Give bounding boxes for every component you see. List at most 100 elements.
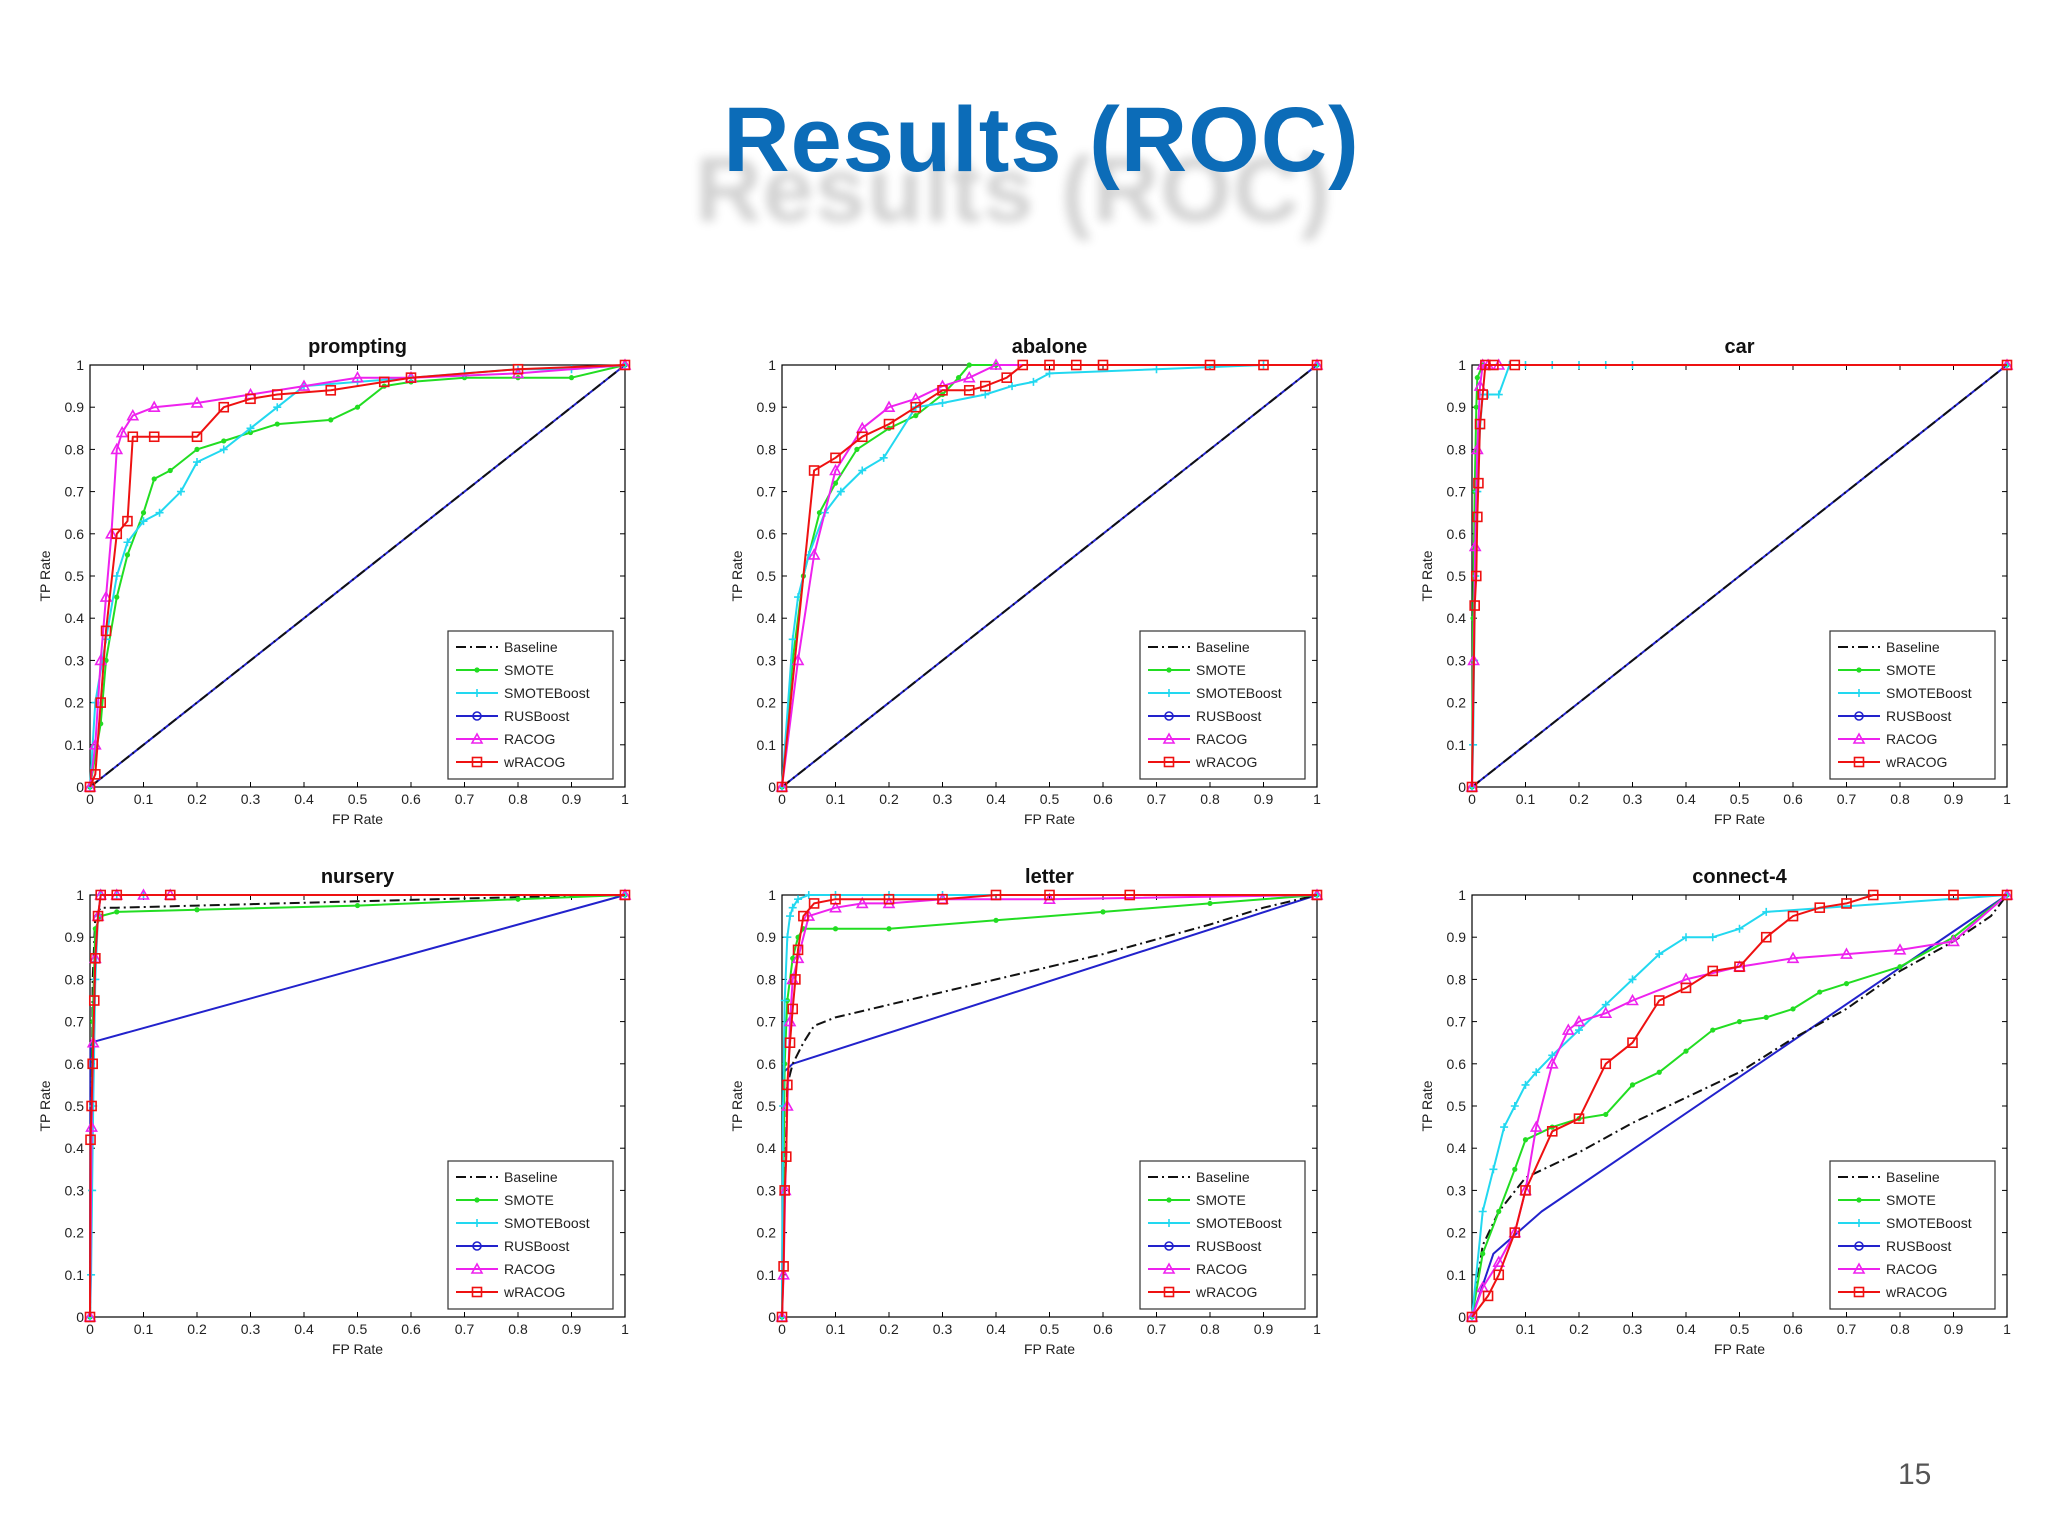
- series-baseline: [1471, 894, 2008, 1318]
- legend-marker: [1163, 1286, 1175, 1298]
- legend-marker-smoteboost: [1165, 1219, 1173, 1227]
- data-point: [512, 363, 524, 375]
- x-tick-label: 0.8: [508, 791, 528, 807]
- data-point: [88, 995, 100, 1006]
- roc-panel-abalone: abalone 0 0.1 0.2 0.3 0.4 0.5 0.6 0.7 0.8 0.9 1 0 0.1…: [712, 325, 1324, 827]
- legend-marker-smote: [1166, 667, 1172, 673]
- data-point: [151, 476, 157, 482]
- y-tick-label: 0.5: [1447, 568, 1467, 584]
- data-point: [786, 912, 795, 921]
- data-point: [273, 403, 282, 412]
- data-point: [176, 487, 185, 496]
- data-point: [1762, 907, 1771, 916]
- data-point: [829, 463, 842, 476]
- y-tick-label: 0.8: [757, 971, 777, 987]
- data-point: [218, 401, 230, 413]
- legend-entry-racog: RACOG: [504, 1261, 555, 1277]
- y-tick-label: 0.2: [757, 695, 777, 711]
- data-point: [962, 371, 976, 383]
- data-point: [105, 527, 118, 539]
- series-line-baseline: [781, 364, 1318, 788]
- data-point: [245, 393, 256, 405]
- data-point: [1207, 900, 1213, 907]
- data-point: [378, 376, 390, 388]
- chart-title: letter: [1025, 866, 1074, 888]
- data-point: [1763, 1014, 1769, 1020]
- series-line-smoteboost: [781, 894, 1317, 1318]
- data-point: [90, 953, 101, 964]
- x-tick-label: 0.4: [986, 791, 1006, 807]
- data-point: [886, 926, 892, 932]
- roc-chart-svg: connect-4 0 0.1 0.2 0.3 0.4 0.5 0.6 0.7 0.8 0.9 1 0 0…: [1419, 866, 2014, 1357]
- y-tick-label: 0.7: [65, 484, 85, 500]
- y-tick-label: 0.6: [757, 1056, 777, 1072]
- legend-marker: [472, 711, 482, 721]
- data-point: [779, 1185, 790, 1196]
- data-point: [798, 910, 809, 922]
- data-point: [910, 401, 922, 413]
- legend-entry-wracog: wRACOG: [1885, 1284, 1947, 1300]
- x-tick-label: 1: [621, 791, 629, 807]
- y-tick-label: 0.9: [757, 929, 777, 945]
- legend-marker: [1166, 667, 1172, 673]
- data-point: [1466, 781, 1478, 793]
- legend-marker: [1165, 1219, 1173, 1227]
- data-point: [1510, 1102, 1519, 1110]
- legend-box: [1139, 630, 1306, 780]
- data-point: [139, 517, 148, 526]
- x-tick-label: 0.9: [1254, 1321, 1274, 1337]
- legend-marker: [474, 1197, 480, 1203]
- data-point: [1734, 961, 1745, 973]
- legend-marker: [1856, 667, 1862, 673]
- legend-entry-racog: RACOG: [1196, 731, 1247, 747]
- legend-marker-smoteboost: [1855, 689, 1863, 697]
- x-tick-label: 0.7: [1837, 791, 1857, 807]
- data-point: [1512, 1166, 1518, 1172]
- data-point: [95, 697, 106, 708]
- legend-entry-smote: SMOTE: [1886, 662, 1936, 678]
- data-point: [193, 458, 201, 467]
- legend-marker: [473, 1219, 481, 1227]
- data-point: [913, 413, 919, 419]
- data-point: [1653, 995, 1665, 1006]
- data-point: [190, 396, 204, 408]
- data-point: [804, 891, 813, 899]
- data-point: [1492, 1255, 1506, 1267]
- y-tick-label: 0.6: [757, 526, 777, 542]
- x-tick-label: 0.2: [1569, 791, 1589, 807]
- legend-entry-racog: RACOG: [1886, 731, 1937, 747]
- data-point: [271, 389, 283, 400]
- x-tick-label: 0.3: [241, 1321, 261, 1337]
- y-tick-label: 0.8: [1447, 441, 1467, 457]
- data-point: [1152, 365, 1161, 374]
- y-tick-label: 0.9: [757, 399, 777, 415]
- chart-title: connect-4: [1692, 866, 1787, 888]
- data-point: [1680, 982, 1692, 994]
- data-point: [84, 1311, 96, 1323]
- legend-marker-smote: [1856, 667, 1862, 673]
- y-tick-label: 0.1: [65, 737, 85, 753]
- legend-entry-smoteboost: SMOTEBoost: [1196, 1215, 1282, 1231]
- y-tick-label: 0.4: [757, 1140, 777, 1156]
- data-point: [148, 431, 160, 443]
- data-point: [937, 385, 948, 396]
- y-axis-label: TP Rate: [729, 1080, 745, 1131]
- series-baseline: [89, 364, 626, 788]
- y-tick-label: 0.9: [1447, 399, 1467, 415]
- data-point: [1493, 1269, 1505, 1281]
- series-line-smote: [1471, 894, 2008, 1318]
- y-tick-label: 0.4: [757, 610, 777, 626]
- y-axis-label: TP Rate: [37, 1080, 53, 1131]
- data-point: [110, 442, 124, 455]
- data-point: [858, 466, 867, 475]
- data-point: [1509, 359, 1521, 371]
- chart-title: prompting: [308, 336, 407, 358]
- x-tick-label: 0.6: [401, 791, 421, 807]
- legend-marker: [473, 689, 481, 697]
- legend-entry-smote: SMOTE: [504, 1192, 554, 1208]
- series-wracog: [776, 359, 1323, 793]
- data-point: [1474, 418, 1486, 430]
- data-point: [112, 572, 121, 580]
- legend-entry-smoteboost: SMOTEBoost: [504, 1215, 590, 1231]
- legend-marker-smoteboost: [473, 689, 481, 697]
